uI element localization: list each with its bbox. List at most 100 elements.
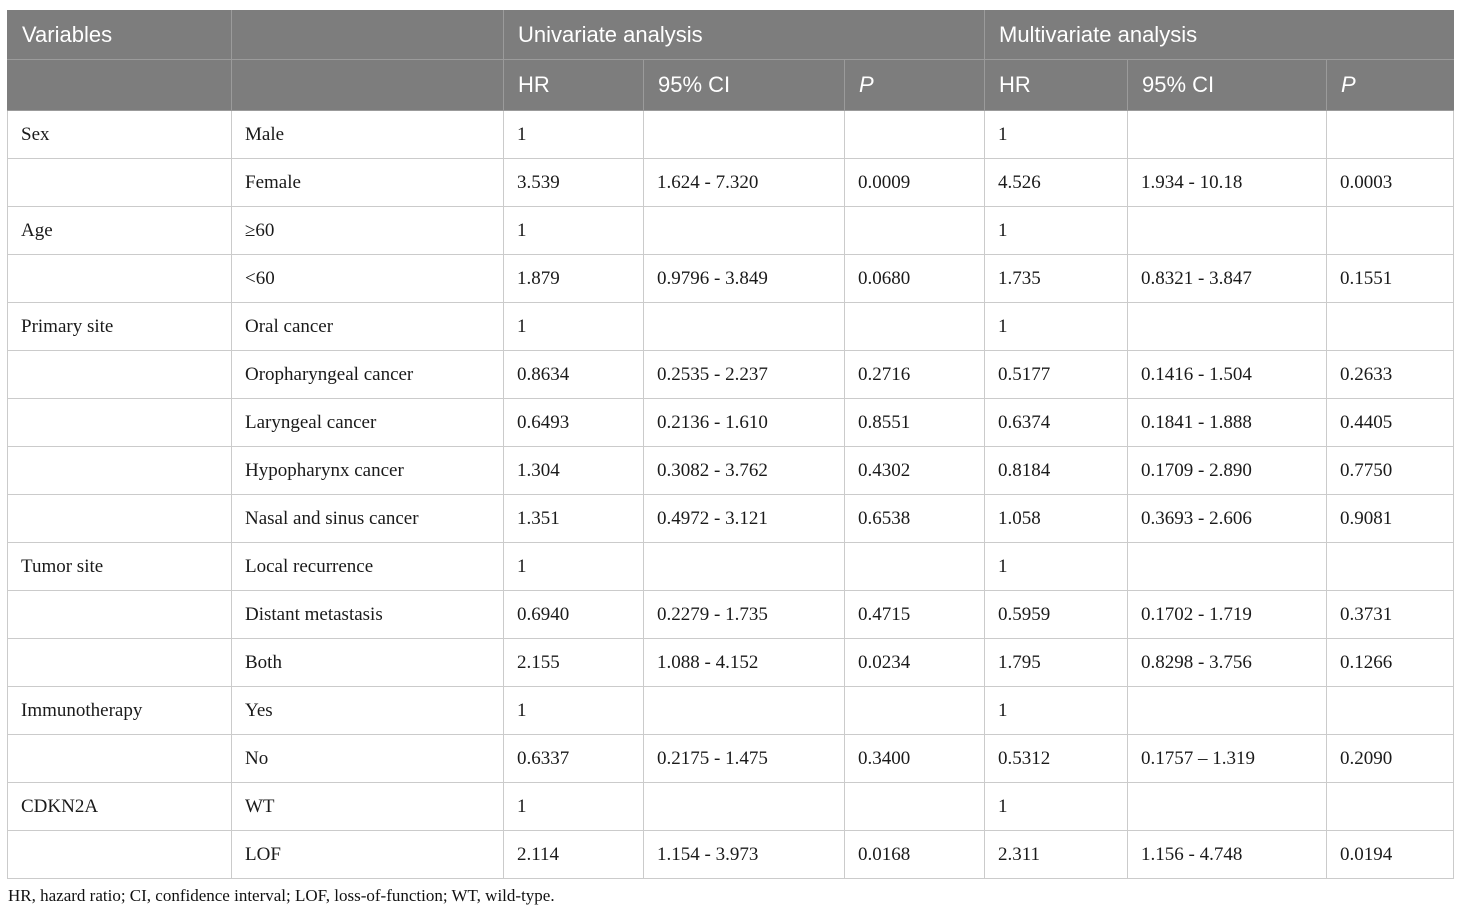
table-row: Immunotherapy Yes 1 1: [7, 686, 1455, 735]
cell-category: ≥60: [231, 206, 504, 255]
cell-variable: CDKN2A: [7, 782, 232, 831]
table-row: CDKN2A WT 1 1: [7, 782, 1455, 831]
cell-uni-hr: 0.8634: [503, 350, 644, 399]
cell-uni-p: 0.8551: [844, 398, 985, 447]
cell-uni-ci: 1.088 - 4.152: [643, 638, 845, 687]
subheader-blank-variables: [7, 59, 232, 111]
cell-multi-hr: 0.5312: [984, 734, 1128, 783]
cell-multi-p: 0.0194: [1325, 830, 1455, 879]
cell-multi-hr: 1.058: [984, 494, 1128, 543]
cell-multi-hr: 0.6374: [984, 398, 1128, 447]
cell-uni-p: 0.0009: [844, 158, 985, 207]
cell-uni-ci: [643, 782, 845, 831]
cell-uni-ci: [643, 302, 845, 351]
cell-uni-hr: 1.304: [503, 446, 644, 495]
cell-multi-ci: [1127, 686, 1327, 735]
cell-multi-hr: 1: [984, 206, 1128, 255]
cell-multi-ci: 0.1702 - 1.719: [1127, 590, 1327, 639]
cell-uni-p: [844, 782, 985, 831]
cell-category: <60: [231, 254, 504, 303]
table-row: Female 3.539 1.624 - 7.320 0.0009 4.526 1.934…: [7, 158, 1455, 207]
cell-multi-p: [1325, 542, 1455, 591]
cell-multi-ci: 1.156 - 4.748: [1127, 830, 1327, 879]
table-row: Nasal and sinus cancer 1.351 0.4972 - 3.12…: [7, 494, 1455, 543]
cell-multi-ci: 0.1757 – 1.319: [1127, 734, 1327, 783]
cell-category: Male: [231, 110, 504, 159]
table-row: Tumor site Local recurrence 1 1: [7, 542, 1455, 591]
column-header-multi-ci: 95% CI: [1127, 59, 1327, 111]
cell-category: Nasal and sinus cancer: [231, 494, 504, 543]
table-row: Oropharyngeal cancer 0.8634 0.2535 - 2.237…: [7, 350, 1455, 399]
column-header-multi-p: P: [1325, 59, 1455, 111]
cell-uni-p: 0.3400: [844, 734, 985, 783]
cell-multi-hr: 1: [984, 782, 1128, 831]
cell-uni-ci: 0.2136 - 1.610: [643, 398, 845, 447]
cell-uni-ci: 0.3082 - 3.762: [643, 446, 845, 495]
cell-variable: Sex: [7, 110, 232, 159]
cell-multi-ci: [1127, 302, 1327, 351]
cell-multi-ci: 0.8321 - 3.847: [1127, 254, 1327, 303]
column-header-uni-ci: 95% CI: [643, 59, 845, 111]
cell-uni-hr: 1.879: [503, 254, 644, 303]
cell-multi-p: 0.2633: [1325, 350, 1455, 399]
cell-variable: [7, 254, 232, 303]
cell-multi-p: [1325, 782, 1455, 831]
table-footnote: HR, hazard ratio; CI, confidence interva…: [8, 886, 555, 905]
cell-multi-hr: 1.795: [984, 638, 1128, 687]
table-row: LOF 2.114 1.154 - 3.973 0.0168 2.311 1.156 - …: [7, 830, 1455, 879]
cell-multi-hr: 1: [984, 686, 1128, 735]
cell-category: Yes: [231, 686, 504, 735]
cell-variable: [7, 590, 232, 639]
cell-multi-p: [1325, 110, 1455, 159]
cell-uni-p: 0.6538: [844, 494, 985, 543]
cell-uni-p: [844, 302, 985, 351]
cell-uni-p: 0.0680: [844, 254, 985, 303]
cell-multi-p: [1325, 206, 1455, 255]
cell-uni-hr: 2.155: [503, 638, 644, 687]
cell-multi-hr: 1: [984, 302, 1128, 351]
cell-multi-ci: [1127, 110, 1327, 159]
cell-variable: [7, 350, 232, 399]
cell-multi-p: 0.9081: [1325, 494, 1455, 543]
cell-uni-p: 0.2716: [844, 350, 985, 399]
cell-variable: [7, 398, 232, 447]
cell-category: Laryngeal cancer: [231, 398, 504, 447]
cell-multi-p: 0.1551: [1325, 254, 1455, 303]
cell-uni-hr: 0.6337: [503, 734, 644, 783]
cell-uni-p: [844, 110, 985, 159]
cell-category: LOF: [231, 830, 504, 879]
cell-uni-p: 0.0168: [844, 830, 985, 879]
cell-multi-p: 0.1266: [1325, 638, 1455, 687]
cell-multi-ci: 0.8298 - 3.756: [1127, 638, 1327, 687]
cell-multi-hr: 1.735: [984, 254, 1128, 303]
cell-multi-ci: [1127, 542, 1327, 591]
table-row: Age ≥60 1 1: [7, 206, 1455, 255]
cell-uni-p: 0.4302: [844, 446, 985, 495]
cell-multi-p: 0.4405: [1325, 398, 1455, 447]
cell-uni-ci: 1.624 - 7.320: [643, 158, 845, 207]
cell-variable: [7, 158, 232, 207]
table-row: Distant metastasis 0.6940 0.2279 - 1.735 0.…: [7, 590, 1455, 639]
cell-category: Distant metastasis: [231, 590, 504, 639]
table-row: <60 1.879 0.9796 - 3.849 0.0680 1.735 0.8321 …: [7, 254, 1455, 303]
cell-variable: [7, 446, 232, 495]
cell-multi-ci: 0.1416 - 1.504: [1127, 350, 1327, 399]
table-row: No 0.6337 0.2175 - 1.475 0.3400 0.5312 0.1757…: [7, 734, 1455, 783]
cell-category: WT: [231, 782, 504, 831]
table-body: Sex Male 1 1 Female 3.539 1.624 - 7.320 0.0009 4…: [7, 110, 1455, 879]
cell-uni-hr: 1: [503, 686, 644, 735]
header-row-groups: Variables Univariate analysis Multivaria…: [7, 10, 1455, 60]
cell-uni-ci: [643, 110, 845, 159]
cell-category: Both: [231, 638, 504, 687]
cell-variable: Age: [7, 206, 232, 255]
table-header: Variables Univariate analysis Multivaria…: [7, 10, 1455, 111]
column-group-multivariate: Multivariate analysis: [983, 10, 1455, 60]
cell-uni-ci: 0.9796 - 3.849: [643, 254, 845, 303]
cell-multi-hr: 0.8184: [984, 446, 1128, 495]
cell-multi-hr: 1: [984, 542, 1128, 591]
cell-category: Local recurrence: [231, 542, 504, 591]
cell-variable: [7, 494, 232, 543]
header-row-sub: HR 95% CI P HR 95% CI P: [7, 59, 1455, 111]
cell-multi-p: 0.3731: [1325, 590, 1455, 639]
